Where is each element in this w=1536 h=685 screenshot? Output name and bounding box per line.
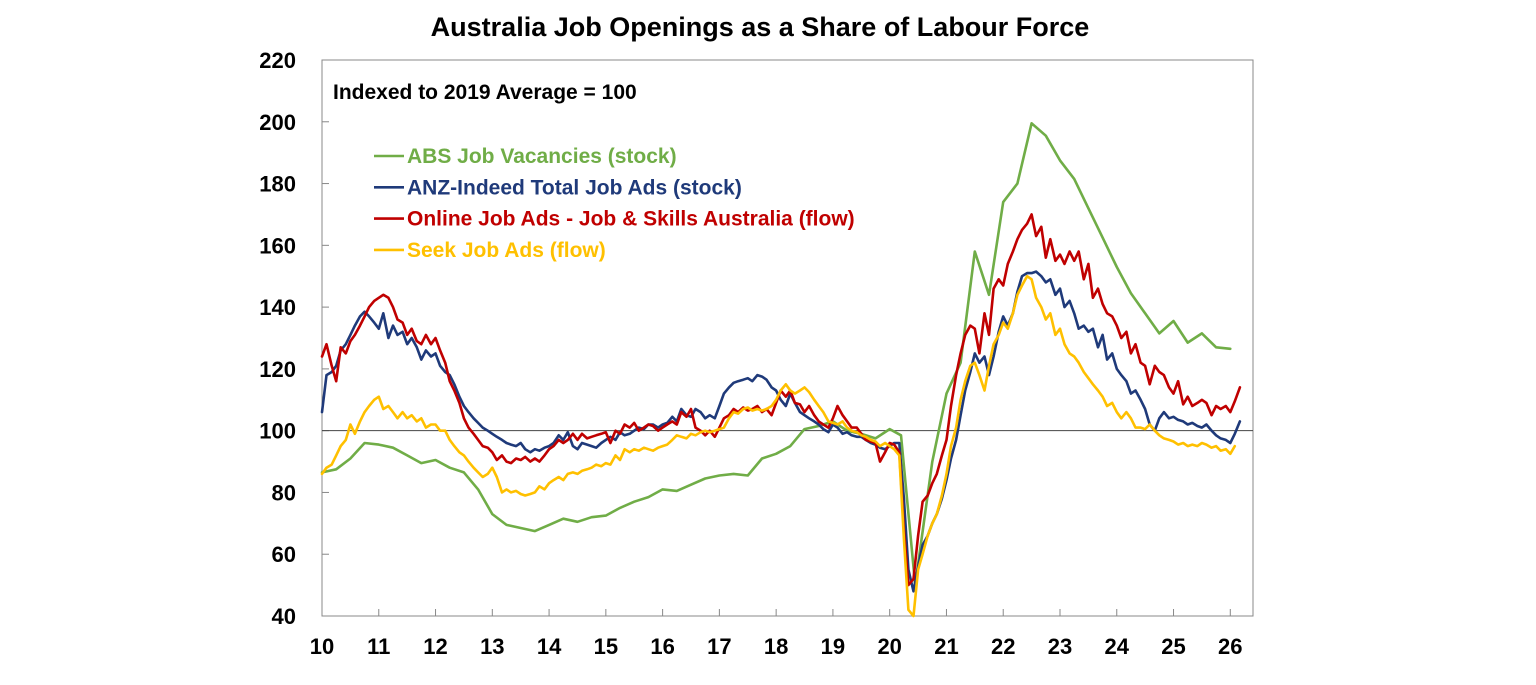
series-line-0 <box>320 122 1232 587</box>
y-tick-label: 120 <box>259 357 296 382</box>
x-tick-label: 16 <box>650 634 674 659</box>
x-tick-label: 14 <box>537 634 562 659</box>
series-lines <box>320 122 1242 618</box>
legend: ABS Job Vacancies (stock) ANZ-Indeed Tota… <box>374 145 855 262</box>
series-line-1 <box>320 270 1242 593</box>
x-tick-label: 10 <box>310 634 334 659</box>
x-tick-label: 18 <box>764 634 788 659</box>
y-tick-label: 180 <box>259 172 296 197</box>
y-tick-label: 80 <box>272 480 296 505</box>
y-tick-label: 140 <box>259 295 296 320</box>
index-annotation: Indexed to 2019 Average = 100 <box>333 81 637 104</box>
y-tick-label: 100 <box>259 419 296 444</box>
x-tick-label: 25 <box>1161 634 1185 659</box>
x-tick-label: 22 <box>991 634 1015 659</box>
y-tick-label: 200 <box>259 110 296 135</box>
x-tick-label: 12 <box>423 634 447 659</box>
x-tick-label: 11 <box>367 634 390 659</box>
y-tick-label: 60 <box>272 542 296 567</box>
x-tick-label: 26 <box>1218 634 1242 659</box>
legend-label: Seek Job Ads (flow) <box>407 239 606 262</box>
y-tick-label: 40 <box>272 604 296 629</box>
chart-title: Australia Job Openings as a Share of Lab… <box>431 12 1090 42</box>
legend-label: Online Job Ads - Job & Skills Australia … <box>407 208 855 231</box>
x-tick-label: 23 <box>1048 634 1072 659</box>
y-axis: 40 60 80 100 120 140 160 180 200 220 <box>259 48 329 629</box>
y-tick-label: 160 <box>259 233 296 258</box>
x-tick-label: 20 <box>877 634 901 659</box>
x-tick-label: 21 <box>934 634 958 659</box>
series-line-3 <box>320 274 1237 618</box>
plot-area <box>321 59 1254 617</box>
x-tick-label: 19 <box>821 634 845 659</box>
x-tick-label: 13 <box>480 634 504 659</box>
legend-label: ANZ-Indeed Total Job Ads (stock) <box>407 176 742 199</box>
x-tick-label: 17 <box>707 634 731 659</box>
x-tick-label: 24 <box>1105 634 1130 659</box>
legend-label: ABS Job Vacancies (stock) <box>407 145 677 168</box>
y-tick-label: 220 <box>259 48 296 73</box>
x-axis: 10 11 12 13 14 15 16 17 18 19 20 21 22 23 24 25 26 <box>310 609 1243 659</box>
x-tick-label: 15 <box>594 634 618 659</box>
